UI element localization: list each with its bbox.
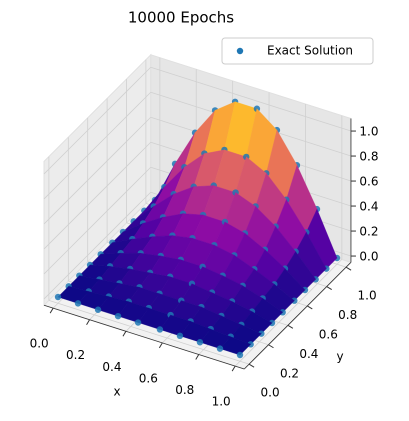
x-tick-label: 0.0 (30, 337, 49, 351)
scatter-point (156, 326, 164, 333)
x-axis-line (43, 304, 245, 370)
scatter-point (54, 293, 62, 301)
scatter-point (114, 312, 122, 320)
y-tick-label: 0.6 (319, 327, 338, 341)
x-tick (231, 365, 236, 372)
grid-line (43, 141, 152, 250)
x-axis-label: x (113, 385, 120, 399)
legend-box (221, 37, 374, 65)
grid-line (43, 66, 152, 175)
scatter-point (196, 339, 204, 346)
scatter-point (94, 306, 102, 313)
x-tick-label: 0.2 (66, 348, 85, 362)
grid-line (43, 91, 152, 200)
x-tick (195, 354, 200, 360)
legend: Exact Solution (221, 37, 374, 65)
x-tick (122, 331, 127, 337)
y-tick-label: 0.4 (299, 347, 318, 361)
y-axis-line (243, 262, 352, 370)
chart-title: 10000 Epochs (128, 9, 234, 27)
y-tick-label: 0.8 (338, 308, 357, 322)
z-tick-label: 0.2 (359, 225, 378, 239)
grid-line (43, 166, 152, 275)
grid-line (234, 259, 343, 367)
x-tick-label: 0.8 (175, 383, 194, 397)
plot-area (54, 98, 341, 359)
y-tick (307, 305, 313, 310)
y-tick (287, 324, 294, 329)
y-tick (268, 344, 274, 349)
x-tick (49, 307, 54, 314)
scatter-point (74, 300, 82, 307)
grid-line (48, 299, 250, 365)
y-tick-label: 1.0 (358, 289, 377, 303)
z-tick-label: 0.0 (359, 250, 378, 264)
y-tick (248, 363, 255, 368)
x-tick-label: 0.6 (139, 371, 158, 385)
y-tick-label: 0.2 (280, 366, 299, 380)
x-tick (158, 342, 163, 349)
x-tick-label: 1.0 (212, 395, 231, 409)
legend-marker (236, 47, 244, 55)
z-tick-label: 1.0 (359, 125, 378, 139)
z-tick-label: 0.4 (359, 200, 378, 214)
scatter-point (236, 351, 244, 359)
legend-label: Exact Solution (267, 44, 353, 58)
y-tick-label: 0.0 (261, 386, 280, 400)
grid-line (43, 191, 152, 300)
scatter-point (176, 332, 184, 340)
z-tick-label: 0.6 (359, 175, 378, 189)
y-tick (326, 286, 332, 290)
x-tick-label: 0.4 (102, 360, 121, 374)
scatter-point (216, 345, 224, 352)
grid-line (43, 116, 152, 225)
scatter-point (134, 319, 142, 326)
z-tick-label: 0.8 (359, 150, 378, 164)
y-axis-label: y (336, 350, 343, 364)
surface-face (219, 336, 252, 356)
grid-line (150, 66, 352, 132)
y-tick (345, 266, 352, 271)
x-tick (86, 319, 90, 325)
